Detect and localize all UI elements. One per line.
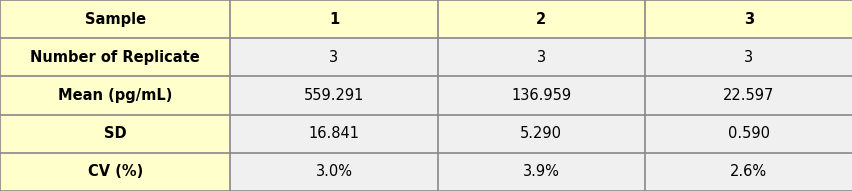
Text: 22.597: 22.597	[722, 88, 774, 103]
Bar	[437, 0, 644, 38]
Bar	[0, 153, 230, 191]
Text: 3.9%: 3.9%	[522, 164, 559, 179]
Bar	[644, 153, 852, 191]
Text: 3: 3	[743, 12, 753, 27]
Bar	[230, 153, 437, 191]
Bar	[0, 38, 230, 76]
Bar	[0, 76, 230, 115]
Text: 3: 3	[536, 50, 545, 65]
Bar	[230, 115, 437, 153]
Text: 3.0%: 3.0%	[315, 164, 352, 179]
Text: 3: 3	[329, 50, 338, 65]
Bar	[644, 115, 852, 153]
Bar	[230, 0, 437, 38]
Bar	[230, 76, 437, 115]
Text: 136.959: 136.959	[510, 88, 571, 103]
Text: Sample: Sample	[84, 12, 146, 27]
Text: CV (%): CV (%)	[88, 164, 142, 179]
Bar	[230, 38, 437, 76]
Bar	[0, 0, 230, 38]
Text: 2: 2	[536, 12, 545, 27]
Bar	[0, 115, 230, 153]
Bar	[644, 38, 852, 76]
Bar	[437, 115, 644, 153]
Text: 5.290: 5.290	[520, 126, 561, 141]
Text: SD: SD	[104, 126, 126, 141]
Bar	[437, 153, 644, 191]
Bar	[437, 38, 644, 76]
Text: 559.291: 559.291	[303, 88, 364, 103]
Text: 16.841: 16.841	[308, 126, 359, 141]
Text: 2.6%: 2.6%	[729, 164, 767, 179]
Text: 0.590: 0.590	[727, 126, 769, 141]
Bar	[644, 76, 852, 115]
Bar	[644, 0, 852, 38]
Text: 3: 3	[744, 50, 752, 65]
Text: 1: 1	[328, 12, 339, 27]
Bar	[437, 76, 644, 115]
Text: Mean (pg/mL): Mean (pg/mL)	[58, 88, 172, 103]
Text: Number of Replicate: Number of Replicate	[30, 50, 200, 65]
